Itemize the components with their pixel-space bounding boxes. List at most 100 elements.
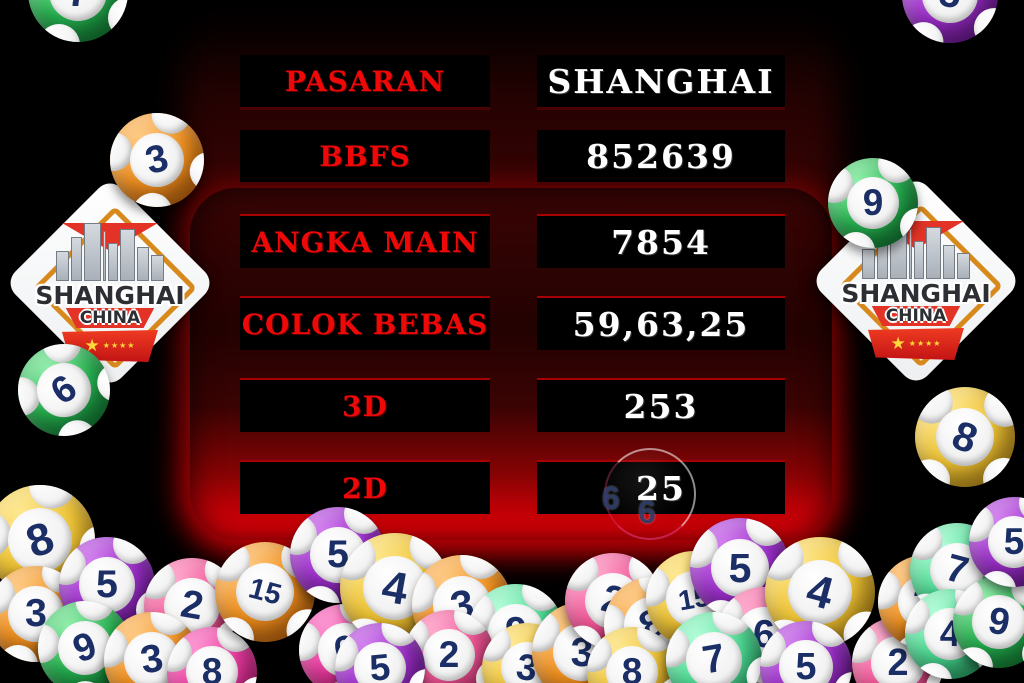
ball-number: 8 (19, 511, 61, 568)
logo-title: SHANGHAI (35, 281, 185, 310)
lottery-ball-purple-5: 5 (902, 0, 998, 43)
ball-number-patch: 3 (123, 126, 191, 194)
logo-content: SHANGHAI CHINA ★ ★★★★ (806, 171, 1024, 391)
ball-number: 5 (96, 562, 118, 607)
lottery-ball-green-6: 6 (18, 344, 110, 436)
ball-number: 7 (699, 635, 729, 683)
lottery-ball-purple-5: 5 (969, 497, 1024, 587)
ball-number-patch: 2 (422, 628, 476, 682)
ball-white-patch (914, 662, 952, 679)
row-3-label: ANGKA MAIN (251, 225, 479, 259)
row-1-label: PASARAN (284, 64, 446, 98)
ball-number: 8 (946, 411, 984, 463)
ball-number: 4 (801, 563, 839, 620)
ball-white-patch (299, 585, 340, 603)
ball-face: 7 (28, 0, 128, 42)
ball-face: 9 (953, 576, 1024, 668)
row-4-value: 59,63,25 (572, 304, 750, 344)
ball-white-patch (978, 570, 1016, 587)
ball-face: 6 (18, 344, 110, 436)
ball-white-patch (239, 676, 257, 683)
ball-white-patch (953, 644, 996, 668)
shanghai-china-logo-right: SHANGHAI CHINA ★ ★★★★ (806, 171, 1024, 391)
row-6-label: 2D (342, 471, 388, 505)
ball-white-patch (902, 18, 947, 43)
row-2-value: 852639 (586, 136, 736, 176)
building-shape (137, 247, 149, 281)
ball-number: 2 (887, 641, 909, 683)
ball-number: 5 (1003, 520, 1024, 562)
logo-title: SHANGHAI (841, 279, 991, 308)
building-shape (943, 245, 955, 279)
logo-subtitle: CHINA (65, 308, 155, 328)
ball-number-patch: 5 (987, 515, 1024, 569)
ball-white-patch (38, 24, 80, 42)
row-5-value: 253 (623, 386, 699, 426)
ball-face: 3 (110, 113, 204, 207)
row-1-label-cell: PASARAN (240, 55, 490, 110)
ghost-ball-outline: 6 6 (602, 448, 696, 540)
ball-white-patch (900, 207, 918, 246)
building-shape (957, 253, 970, 279)
row-2-label-cell: BBFS (240, 130, 490, 185)
ball-white-patch (659, 676, 677, 683)
ball-white-patch (59, 675, 111, 683)
lottery-ball-mint-7: 7 (666, 612, 762, 683)
ball-white-patch (837, 231, 875, 248)
ball-number-patch: 7 (49, 0, 107, 21)
china-flag-icon: ★ ★★★★ (868, 328, 964, 360)
ball-number: 8 (201, 650, 223, 683)
ball-face: 8 (915, 387, 1015, 487)
ball-number-patch: 5 (779, 640, 833, 683)
row-5-value-cell: 253 (537, 378, 785, 432)
row-5-label-cell: 3D (240, 378, 490, 432)
ball-number: 9 (862, 181, 884, 223)
ball-white-patch (833, 671, 852, 683)
lottery-ball-purple-5: 5 (59, 537, 155, 633)
row-3-value: 7854 (611, 222, 711, 262)
city-skyline-icon (862, 221, 970, 279)
building-shape (56, 251, 69, 281)
ball-number: 7 (67, 0, 90, 16)
ball-number: 5 (367, 646, 392, 683)
ball-number: 3 (140, 135, 173, 184)
row-4-value-cell: 59,63,25 (537, 296, 785, 350)
row-3-label-cell: ANGKA MAIN (240, 214, 490, 268)
row-1-value: SHANGHAI (547, 61, 775, 101)
building-shape (862, 249, 875, 279)
lottery-ball-yellow-8: 8 (915, 387, 1015, 487)
ball-face: 5 (335, 623, 425, 683)
ball-number: 5 (795, 645, 817, 683)
lottery-ball-yellow-8: 8 (587, 627, 677, 683)
row-4-label-cell: COLOK BEBAS (240, 296, 490, 350)
ball-white-patch (185, 147, 204, 196)
row-1-value-cell: SHANGHAI (537, 55, 785, 110)
ball-number-patch: 7 (681, 627, 747, 683)
building-shape (108, 243, 118, 281)
ball-number: 5 (728, 544, 752, 591)
building-shape (71, 237, 82, 281)
ball-number-patch: 8 (185, 645, 239, 683)
lottery-ball-orange-3: 3 (110, 113, 204, 207)
ball-number: 15 (245, 571, 285, 612)
row-6-label-cell: 2D (240, 460, 490, 514)
ball-face: 9 (828, 158, 918, 248)
ball-number: 9 (985, 598, 1014, 644)
flag-stars-small: ★★★★ (908, 339, 942, 348)
flag-star-large: ★ (84, 335, 100, 356)
ball-face: 7 (666, 612, 762, 683)
flag-stars-small: ★★★★ (102, 341, 136, 350)
ball-number-patch: 5 (351, 639, 409, 683)
ball-number: 5 (935, 0, 964, 19)
lottery-ball-green-9: 9 (953, 576, 1024, 668)
flag-star-large: ★ (890, 333, 906, 354)
row-2-label: BBFS (319, 139, 411, 173)
ball-face: 5 (902, 0, 998, 43)
ball-white-patch (1019, 497, 1024, 523)
ball-white-patch (407, 666, 425, 683)
building-shape (84, 223, 101, 281)
building-shape (103, 231, 106, 281)
lottery-ball-green-7: 7 (28, 0, 128, 42)
lottery-ball-purple-5: 5 (760, 621, 852, 683)
